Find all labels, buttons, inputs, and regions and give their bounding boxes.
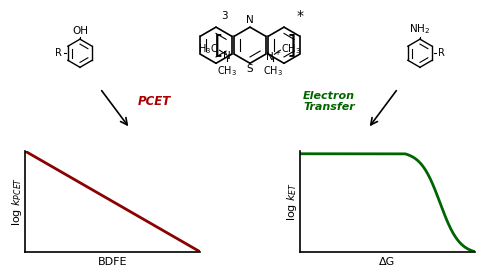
Text: N: N	[222, 51, 230, 61]
Text: NH$_2$: NH$_2$	[410, 22, 430, 36]
Text: R: R	[55, 48, 62, 58]
Text: CH$_3$: CH$_3$	[282, 42, 302, 56]
Y-axis label: log $k_{PCET}$: log $k_{PCET}$	[10, 177, 24, 226]
Text: H$_3$C: H$_3$C	[198, 42, 218, 56]
Text: *: *	[296, 9, 304, 23]
X-axis label: ΔG: ΔG	[380, 257, 396, 265]
Text: CH$_3$: CH$_3$	[216, 64, 236, 78]
Text: 3: 3	[222, 11, 228, 21]
X-axis label: BDFE: BDFE	[98, 257, 127, 265]
Text: N: N	[246, 15, 254, 25]
Text: R: R	[438, 48, 445, 58]
Text: [: [	[214, 33, 224, 57]
Text: PCET: PCET	[138, 95, 171, 108]
Text: OH: OH	[72, 26, 88, 36]
Text: S: S	[246, 64, 254, 74]
Text: CH$_3$: CH$_3$	[264, 64, 283, 78]
Text: Electron
Transfer: Electron Transfer	[303, 91, 355, 112]
Text: N$^+$: N$^+$	[265, 50, 281, 63]
Y-axis label: log $k_{ET}$: log $k_{ET}$	[284, 182, 298, 221]
Text: ]: ]	[286, 33, 296, 57]
